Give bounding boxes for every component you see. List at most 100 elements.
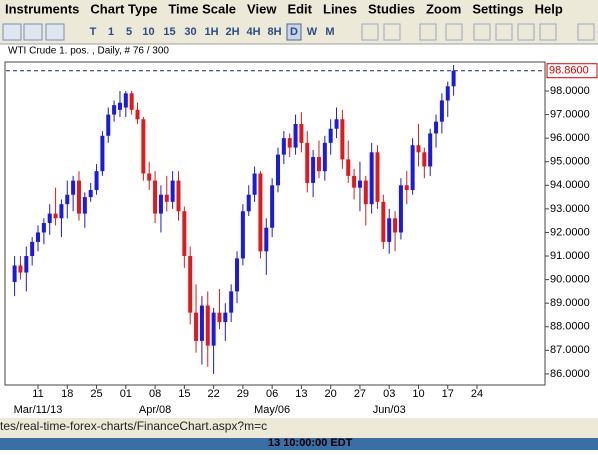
toolbar-icon[interactable] — [419, 23, 437, 41]
candle-body — [53, 213, 58, 219]
timeframe-label[interactable]: W — [307, 26, 318, 38]
timeframe-label[interactable]: 2H — [225, 26, 239, 38]
candle-body — [434, 121, 439, 134]
toolbar-icon[interactable] — [23, 23, 43, 41]
timeframe-label[interactable]: 1 — [108, 26, 114, 38]
candle-body — [322, 142, 327, 172]
menu-item[interactable]: Lines — [323, 1, 357, 16]
candle-body — [445, 86, 450, 101]
menu-bar — [0, 0, 598, 20]
timeframe-button[interactable] — [223, 23, 242, 41]
timeframe-label[interactable]: 1H — [204, 26, 218, 38]
month-label: Jun/03 — [373, 404, 406, 416]
candle-body — [334, 119, 339, 129]
candle-body — [410, 145, 415, 191]
menu-item[interactable]: Edit — [287, 1, 312, 16]
candle-body — [381, 201, 386, 242]
timeframe-label[interactable]: 30 — [184, 26, 196, 38]
candle-body — [88, 190, 93, 198]
x-tick-label: 29 — [237, 388, 249, 400]
candle-body — [170, 180, 175, 202]
status-time: 13 10:00:00 EDT — [268, 437, 353, 449]
timeframe-button[interactable] — [121, 23, 137, 41]
timeframe-button[interactable] — [265, 23, 284, 41]
toolbar-icon[interactable] — [539, 23, 557, 41]
candle-body — [65, 194, 70, 205]
toolbar-icon[interactable] — [445, 23, 463, 41]
timeframe-button[interactable] — [286, 23, 302, 41]
y-tick-label: 90.0000 — [550, 274, 590, 286]
menu-item[interactable]: Chart Type — [90, 1, 157, 16]
x-tick-label: 13 — [295, 388, 307, 400]
last-price-box — [546, 63, 598, 79]
toolbar-icon[interactable] — [495, 23, 513, 41]
timeframe-button[interactable] — [85, 23, 101, 41]
toolbar-icon[interactable] — [361, 23, 379, 41]
candle-body — [387, 218, 392, 242]
toolbar-icon[interactable] — [577, 23, 595, 41]
y-tick-label: 91.0000 — [550, 250, 590, 262]
candle-body — [393, 218, 398, 233]
timeframe-button[interactable] — [244, 23, 263, 41]
taskbar — [0, 438, 598, 450]
candle-body — [199, 305, 204, 341]
candle-body — [106, 114, 111, 136]
timeframe-button[interactable] — [160, 23, 179, 41]
timeframe-label[interactable]: T — [90, 26, 97, 38]
y-tick-label: 97.0000 — [550, 108, 590, 120]
status-bar — [0, 418, 598, 438]
candle-body — [36, 232, 41, 242]
timeframe-button[interactable] — [202, 23, 221, 41]
timeframe-label[interactable]: 5 — [126, 26, 132, 38]
month-label: Apr/08 — [139, 404, 171, 416]
toolbar-icon[interactable] — [383, 23, 401, 41]
candle-body — [147, 173, 152, 181]
timeframe-button[interactable] — [139, 23, 158, 41]
timeframe-button[interactable] — [322, 23, 338, 41]
candle-body — [164, 194, 169, 202]
candle-body — [76, 180, 81, 214]
candle-body — [188, 256, 193, 313]
candle-body — [439, 100, 444, 122]
menu-item[interactable]: Settings — [472, 1, 523, 16]
timeframe-label[interactable]: D — [290, 26, 298, 38]
x-tick-label: 10 — [412, 388, 424, 400]
candle-body — [363, 180, 368, 205]
x-tick-label: 08 — [149, 388, 161, 400]
timeframe-button[interactable] — [304, 23, 320, 41]
timeframe-label[interactable]: 15 — [163, 26, 175, 38]
timeframe-label[interactable]: 8H — [267, 26, 281, 38]
timeframe-label[interactable]: 10 — [142, 26, 154, 38]
candle-body — [264, 227, 269, 252]
candle-body — [135, 109, 140, 120]
candle-body — [129, 93, 134, 110]
candle-body — [299, 124, 304, 143]
timeframe-button[interactable] — [181, 23, 200, 41]
toolbar-icon[interactable] — [473, 23, 491, 41]
last-price-label: 98.8600 — [549, 65, 589, 77]
candle-body — [94, 171, 99, 191]
x-tick-label: 11 — [32, 388, 43, 400]
candle-body — [41, 223, 46, 233]
x-tick-label: 25 — [90, 388, 102, 400]
menu-item[interactable]: Time Scale — [168, 1, 236, 16]
menu-item[interactable]: Zoom — [426, 1, 461, 16]
candle-body — [328, 128, 333, 143]
candle-body — [252, 173, 257, 195]
toolbar-icon[interactable] — [45, 23, 65, 41]
menu-item[interactable]: View — [247, 1, 277, 16]
timeframe-label[interactable]: M — [325, 26, 334, 38]
menu-item[interactable]: Studies — [368, 1, 415, 16]
menu-item[interactable]: Instruments — [5, 1, 79, 16]
candle-body — [352, 175, 357, 188]
timeframe-label[interactable]: 4H — [246, 26, 260, 38]
candle-body — [117, 102, 122, 110]
candle-body — [270, 185, 275, 228]
timeframe-button[interactable] — [103, 23, 119, 41]
menu-item[interactable]: Help — [535, 1, 563, 16]
toolbar-icon[interactable] — [517, 23, 535, 41]
candle-body — [205, 305, 210, 346]
toolbar-icon[interactable] — [2, 23, 22, 41]
candle-body — [281, 138, 286, 155]
candle-body — [451, 70, 456, 87]
